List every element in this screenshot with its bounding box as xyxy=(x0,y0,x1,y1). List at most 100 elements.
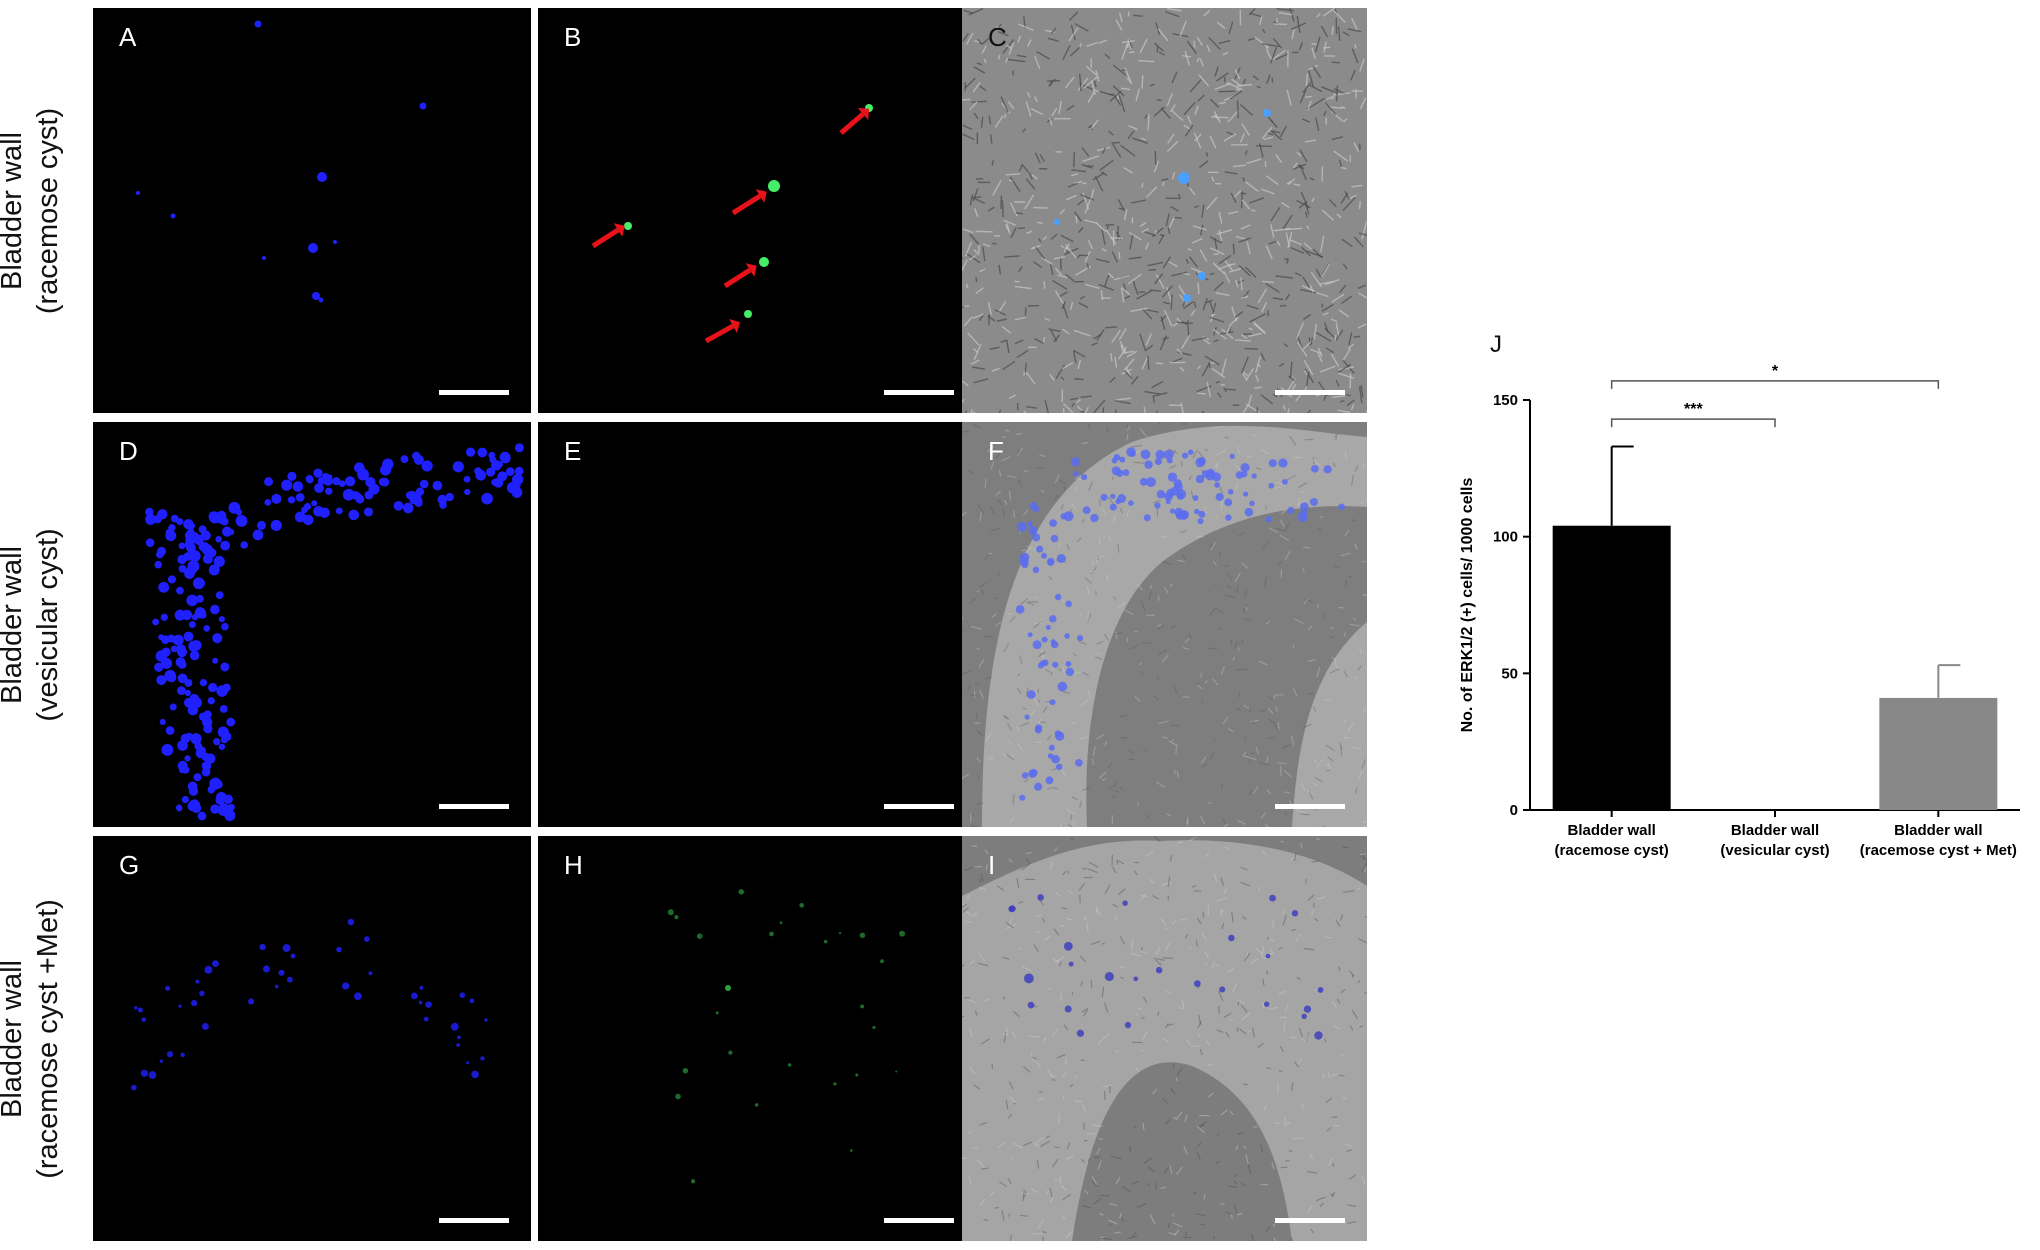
tissue-texture xyxy=(972,911,978,917)
tissue-texture xyxy=(1007,1178,1012,1185)
tissue-texture xyxy=(973,66,986,74)
tissue-texture xyxy=(968,254,976,261)
nucleus xyxy=(169,703,177,711)
tissue-texture xyxy=(1314,291,1329,298)
nucleus xyxy=(1019,794,1026,801)
tissue-texture xyxy=(1096,222,1107,233)
tissue-texture xyxy=(1265,283,1280,293)
tissue-texture xyxy=(1219,551,1222,559)
tissue-texture xyxy=(1283,1021,1286,1032)
nucleus xyxy=(514,466,524,476)
tissue-texture xyxy=(1337,26,1341,42)
nucleus xyxy=(197,811,207,821)
tissue-texture xyxy=(1241,334,1248,339)
tissue-texture xyxy=(1032,1232,1042,1235)
tissue-texture xyxy=(1002,507,1006,518)
tissue-texture xyxy=(1166,990,1172,995)
tissue-texture xyxy=(1021,1191,1028,1202)
tissue-texture xyxy=(1087,125,1093,129)
nucleus xyxy=(199,679,208,687)
tissue-texture xyxy=(1006,475,1017,478)
tissue-texture xyxy=(1350,404,1355,410)
tissue-texture xyxy=(967,469,975,475)
tissue-texture xyxy=(971,625,982,630)
tissue-texture xyxy=(1271,1162,1275,1170)
tissue-texture xyxy=(1070,814,1073,820)
tissue-texture xyxy=(1157,624,1162,627)
tissue-texture xyxy=(1230,192,1237,204)
nucleus xyxy=(1215,492,1224,501)
panel-letter: H xyxy=(564,850,583,880)
tissue-texture xyxy=(1240,277,1243,291)
tissue-texture xyxy=(1135,1013,1139,1017)
nucleus xyxy=(348,509,360,521)
nucleus xyxy=(514,443,524,453)
tissue-texture xyxy=(1141,1016,1145,1020)
tissue-texture xyxy=(1144,242,1150,250)
tissue-texture xyxy=(1009,615,1016,623)
tissue-texture xyxy=(1351,48,1359,64)
tissue-texture xyxy=(1078,882,1086,891)
tissue-texture xyxy=(1340,399,1345,403)
tissue-texture xyxy=(1087,868,1098,874)
tissue-texture xyxy=(1338,966,1341,972)
nucleus xyxy=(457,1035,461,1040)
nucleus xyxy=(1021,561,1029,569)
tissue-texture xyxy=(1193,132,1202,149)
tissue-texture xyxy=(1037,1219,1045,1229)
tissue-texture xyxy=(1321,303,1334,312)
tissue-texture xyxy=(1279,519,1285,528)
tissue-texture xyxy=(1268,736,1275,739)
tissue-texture xyxy=(1315,117,1320,132)
tissue-texture xyxy=(1164,927,1170,931)
tissue-texture xyxy=(1025,101,1032,117)
tissue-texture xyxy=(1001,200,1004,218)
tissue-texture xyxy=(1319,515,1324,519)
nucleus xyxy=(221,526,233,537)
nucleus xyxy=(354,992,362,1001)
tissue-texture xyxy=(1213,252,1219,256)
nucleus xyxy=(1075,759,1083,767)
tissue-texture xyxy=(1218,254,1232,265)
tissue-texture xyxy=(1312,706,1317,713)
tissue-texture xyxy=(1025,178,1036,190)
tissue-texture xyxy=(1096,733,1105,740)
tissue-texture xyxy=(1079,295,1086,300)
tissue-texture xyxy=(1324,1038,1327,1043)
tissue-texture xyxy=(1298,1027,1304,1038)
tissue-texture xyxy=(1354,543,1358,550)
nucleus xyxy=(188,550,201,562)
tissue-texture xyxy=(1364,915,1367,918)
tissue-texture xyxy=(1137,801,1139,806)
tissue-texture xyxy=(1268,527,1279,534)
nucleus xyxy=(188,621,196,629)
tissue-texture xyxy=(1009,1096,1018,1105)
tissue-texture xyxy=(1244,347,1258,350)
tissue-texture xyxy=(1061,1193,1072,1201)
tissue-texture xyxy=(1115,397,1132,401)
tissue-texture xyxy=(996,318,1008,322)
red-arrow-icon xyxy=(839,107,870,135)
tissue-texture xyxy=(1075,215,1078,224)
tissue-texture xyxy=(1292,644,1295,649)
tissue-texture xyxy=(1172,321,1179,327)
tissue-texture xyxy=(1266,50,1272,60)
nucleus xyxy=(159,1059,164,1063)
tissue-texture xyxy=(1313,783,1319,787)
tissue-texture xyxy=(1043,935,1051,942)
tissue-texture xyxy=(1064,273,1075,282)
tissue-texture xyxy=(973,343,982,361)
nucleus xyxy=(1183,294,1191,302)
tissue-texture xyxy=(980,1167,989,1170)
tissue-texture xyxy=(1212,560,1218,567)
tissue-texture xyxy=(1215,72,1229,82)
tissue-texture xyxy=(1248,327,1253,331)
nucleus xyxy=(419,479,429,489)
tissue-texture xyxy=(1040,1140,1050,1147)
tissue-texture xyxy=(1185,933,1189,939)
tissue-texture xyxy=(1147,1166,1156,1173)
tissue-texture xyxy=(1153,499,1161,504)
tissue-texture xyxy=(1198,74,1210,87)
tissue-texture xyxy=(1222,817,1227,825)
tissue-texture xyxy=(1108,130,1114,136)
